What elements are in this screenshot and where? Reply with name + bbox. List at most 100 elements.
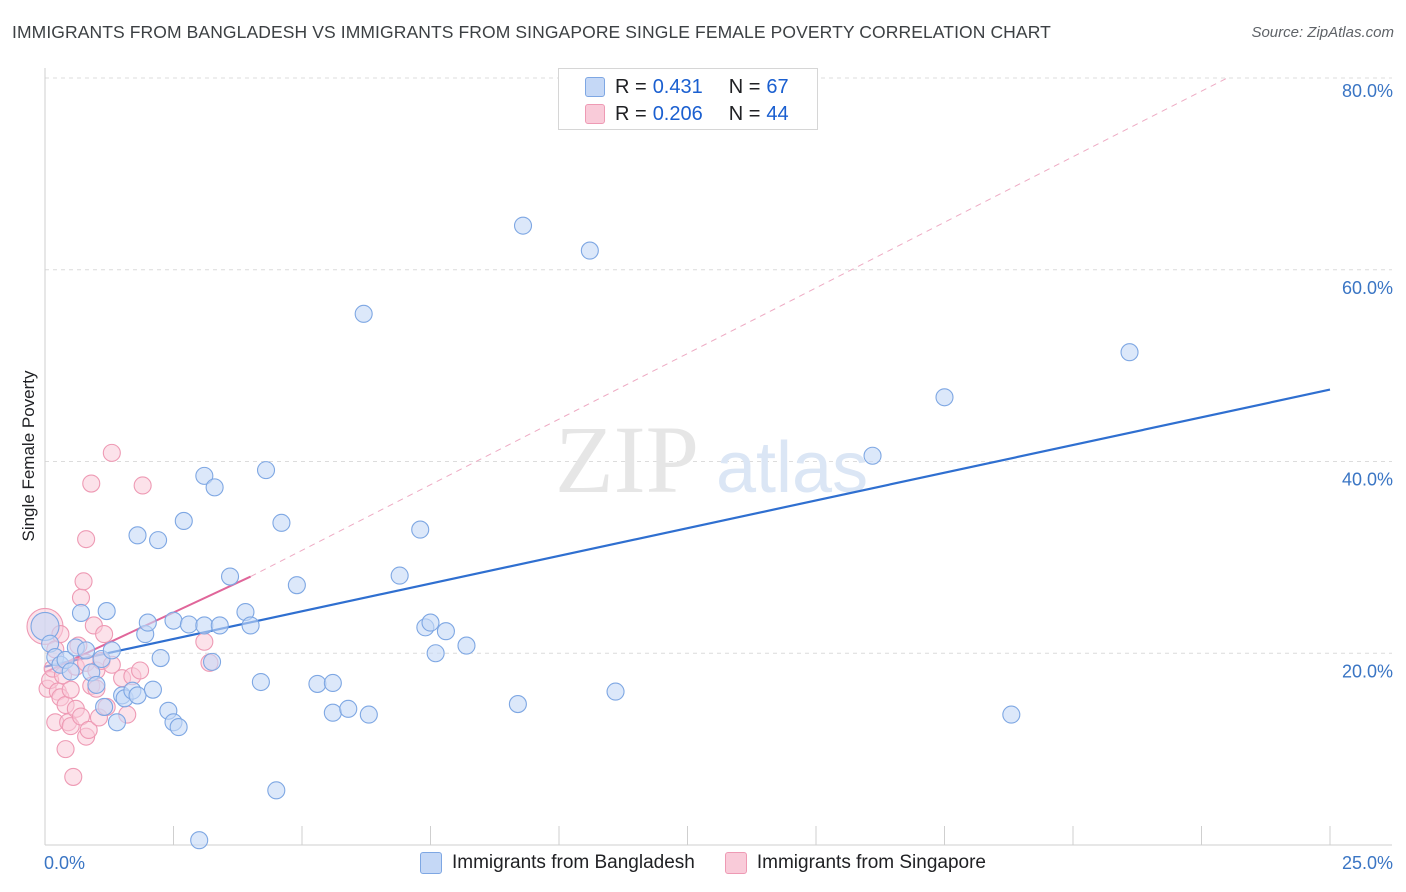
y-axis-label: Single Female Poverty <box>19 370 38 542</box>
legend-swatch-bangladesh <box>419 852 442 874</box>
legend-n-label: N = <box>728 102 761 125</box>
legend-label-singapore: Immigrants from Singapore <box>756 852 987 873</box>
legend-r-value: 0.206 <box>652 102 703 125</box>
legend-swatch-bangladesh <box>585 77 605 97</box>
data-point-singapore <box>64 767 83 786</box>
data-point-bangladesh <box>436 622 455 641</box>
data-point-bangladesh <box>205 478 224 497</box>
data-point-bangladesh <box>128 686 147 705</box>
trend-lines <box>44 77 1331 674</box>
data-point-bangladesh <box>606 682 625 701</box>
data-point-bangladesh <box>97 602 116 621</box>
data-point-singapore <box>133 476 152 495</box>
legend-r-label: R = <box>615 75 647 98</box>
watermark-atlas: atlas <box>716 428 868 508</box>
x-tick-label: 0.0% <box>44 853 85 873</box>
data-point-bangladesh <box>87 675 106 694</box>
data-point-bangladesh <box>179 615 198 634</box>
legend-item-bangladesh[interactable]: Immigrants from Bangladesh <box>419 852 695 874</box>
data-point-bangladesh <box>195 616 214 635</box>
legend-row-bangladesh: R = 0.431 N = 67 <box>585 75 789 99</box>
data-point-bangladesh <box>151 648 170 668</box>
axes <box>44 68 1392 846</box>
data-point-singapore <box>79 720 98 740</box>
y-tick-label: 40.0% <box>1342 470 1393 490</box>
data-point-bangladesh <box>256 461 276 480</box>
data-point-bangladesh <box>339 699 358 718</box>
data-point-bangladesh <box>61 662 80 681</box>
data-point-bangladesh <box>426 644 445 663</box>
data-point-bangladesh <box>95 697 114 716</box>
trend-line-bangladesh <box>44 388 1331 668</box>
source-credit: Source: ZipAtlas.com <box>1251 24 1394 41</box>
data-point-bangladesh <box>77 641 96 660</box>
data-point-singapore <box>131 661 150 680</box>
data-point-bangladesh <box>354 304 373 323</box>
data-point-singapore <box>195 632 214 651</box>
data-point-bangladesh <box>421 613 440 632</box>
zipatlas-watermark: ZIP atlas <box>555 406 868 513</box>
legend-n-label: N = <box>728 75 761 98</box>
grid-lines <box>45 77 1392 654</box>
data-point-bangladesh <box>1002 705 1021 724</box>
data-point-bangladesh <box>251 672 270 692</box>
data-point-bangladesh <box>863 446 882 465</box>
legend-row-singapore: R = 0.206 N = 44 <box>585 102 789 126</box>
tick-labels: 20.0% 40.0% 60.0% 80.0% 0.0% 25.0% <box>44 81 1393 873</box>
data-point-singapore <box>71 707 91 726</box>
y-tick-label: 20.0% <box>1342 661 1393 681</box>
data-point-singapore <box>102 443 121 462</box>
data-point-bangladesh <box>267 781 286 800</box>
data-point-bangladesh <box>411 520 430 539</box>
data-point-singapore <box>56 740 75 759</box>
data-point-bangladesh <box>1120 343 1139 362</box>
series-legend: Immigrants from Bangladesh Immigrants fr… <box>0 852 1406 874</box>
trend-line-singapore-extension <box>250 77 1228 577</box>
data-point-bangladesh <box>102 641 121 660</box>
data-point-singapore <box>82 474 101 493</box>
y-tick-label: 60.0% <box>1342 278 1393 298</box>
legend-swatch-singapore <box>724 852 747 874</box>
bangladesh-points <box>30 216 1139 850</box>
data-point-bangladesh <box>390 566 409 585</box>
chart-title: IMMIGRANTS FROM BANGLADESH VS IMMIGRANTS… <box>12 22 1051 42</box>
data-point-bangladesh <box>210 616 229 635</box>
singapore-points <box>26 443 219 786</box>
data-point-bangladesh <box>323 703 342 722</box>
data-point-bangladesh <box>149 531 168 550</box>
data-point-bangladesh <box>220 567 240 586</box>
data-point-bangladesh <box>190 831 209 850</box>
legend-label-bangladesh: Immigrants from Bangladesh <box>451 852 695 873</box>
data-point-bangladesh <box>580 241 599 260</box>
data-point-bangladesh <box>457 636 476 655</box>
data-point-bangladesh <box>241 616 260 635</box>
data-point-bangladesh <box>323 673 342 693</box>
data-point-bangladesh <box>308 674 327 693</box>
data-point-bangladesh <box>107 713 127 732</box>
x-tick-label: 25.0% <box>1342 853 1393 873</box>
data-point-singapore <box>95 625 114 644</box>
data-point-singapore <box>74 572 93 591</box>
watermark-zip: ZIP <box>555 406 699 513</box>
data-point-bangladesh <box>195 466 214 485</box>
data-point-singapore <box>71 588 91 607</box>
data-point-bangladesh <box>287 576 306 595</box>
data-point-bangladesh <box>203 652 222 671</box>
legend-n-value: 67 <box>766 75 789 98</box>
data-point-bangladesh <box>128 526 147 545</box>
data-point-singapore <box>61 680 80 699</box>
y-tick-label: 80.0% <box>1342 81 1393 101</box>
stats-legend: R = 0.431 N = 67 R = 0.206 N = 44 <box>558 68 818 130</box>
data-point-bangladesh <box>169 718 188 737</box>
data-point-bangladesh <box>359 705 378 724</box>
legend-n-value: 44 <box>766 102 789 125</box>
data-point-bangladesh <box>164 611 183 630</box>
legend-item-singapore[interactable]: Immigrants from Singapore <box>724 852 987 874</box>
data-point-bangladesh <box>513 216 533 235</box>
data-point-bangladesh <box>935 388 954 407</box>
data-point-bangladesh <box>508 695 527 714</box>
legend-r-value: 0.431 <box>652 75 703 98</box>
legend-swatch-singapore <box>585 104 605 124</box>
data-point-bangladesh <box>272 513 291 532</box>
